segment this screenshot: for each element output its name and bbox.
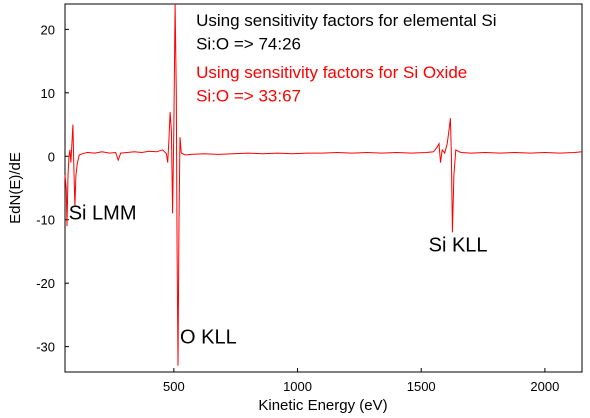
y-tick-label: 0 (48, 149, 55, 164)
peak-label: Si LMM (69, 203, 137, 225)
y-tick-label: -30 (36, 340, 55, 355)
y-axis-label: EdN(E)/dE (7, 152, 24, 224)
peak-label: Si KLL (429, 234, 488, 256)
x-axis-label: Kinetic Energy (eV) (258, 397, 387, 414)
annotation-text: Using sensitivity factors for elemental … (196, 11, 496, 30)
y-tick-label: -20 (36, 276, 55, 291)
y-axis-ticks: 20 10 0 -10 -20 -30 (36, 22, 69, 355)
x-tick-label: 1000 (283, 379, 312, 394)
annotations: Using sensitivity factors for elemental … (196, 11, 496, 106)
annotation-text: Si:O => 33:67 (196, 87, 301, 106)
x-tick-label: 2000 (530, 379, 559, 394)
x-axis-ticks: 500 1000 1500 2000 (163, 368, 559, 394)
plot-frame (64, 3, 583, 373)
x-tick-label: 500 (163, 379, 185, 394)
annotation-text: Si:O => 74:26 (196, 35, 301, 54)
annotation-text: Using sensitivity factors for Si Oxide (196, 63, 467, 82)
peak-label: O KLL (180, 326, 237, 348)
peak-labels: Si LMM O KLL Si KLL (69, 203, 488, 349)
series-line-auger-spectrum (64, 3, 583, 366)
y-tick-label: 10 (41, 86, 55, 101)
y-tick-label: 20 (41, 22, 55, 37)
x-tick-label: 1500 (407, 379, 436, 394)
y-tick-label: -10 (36, 213, 55, 228)
